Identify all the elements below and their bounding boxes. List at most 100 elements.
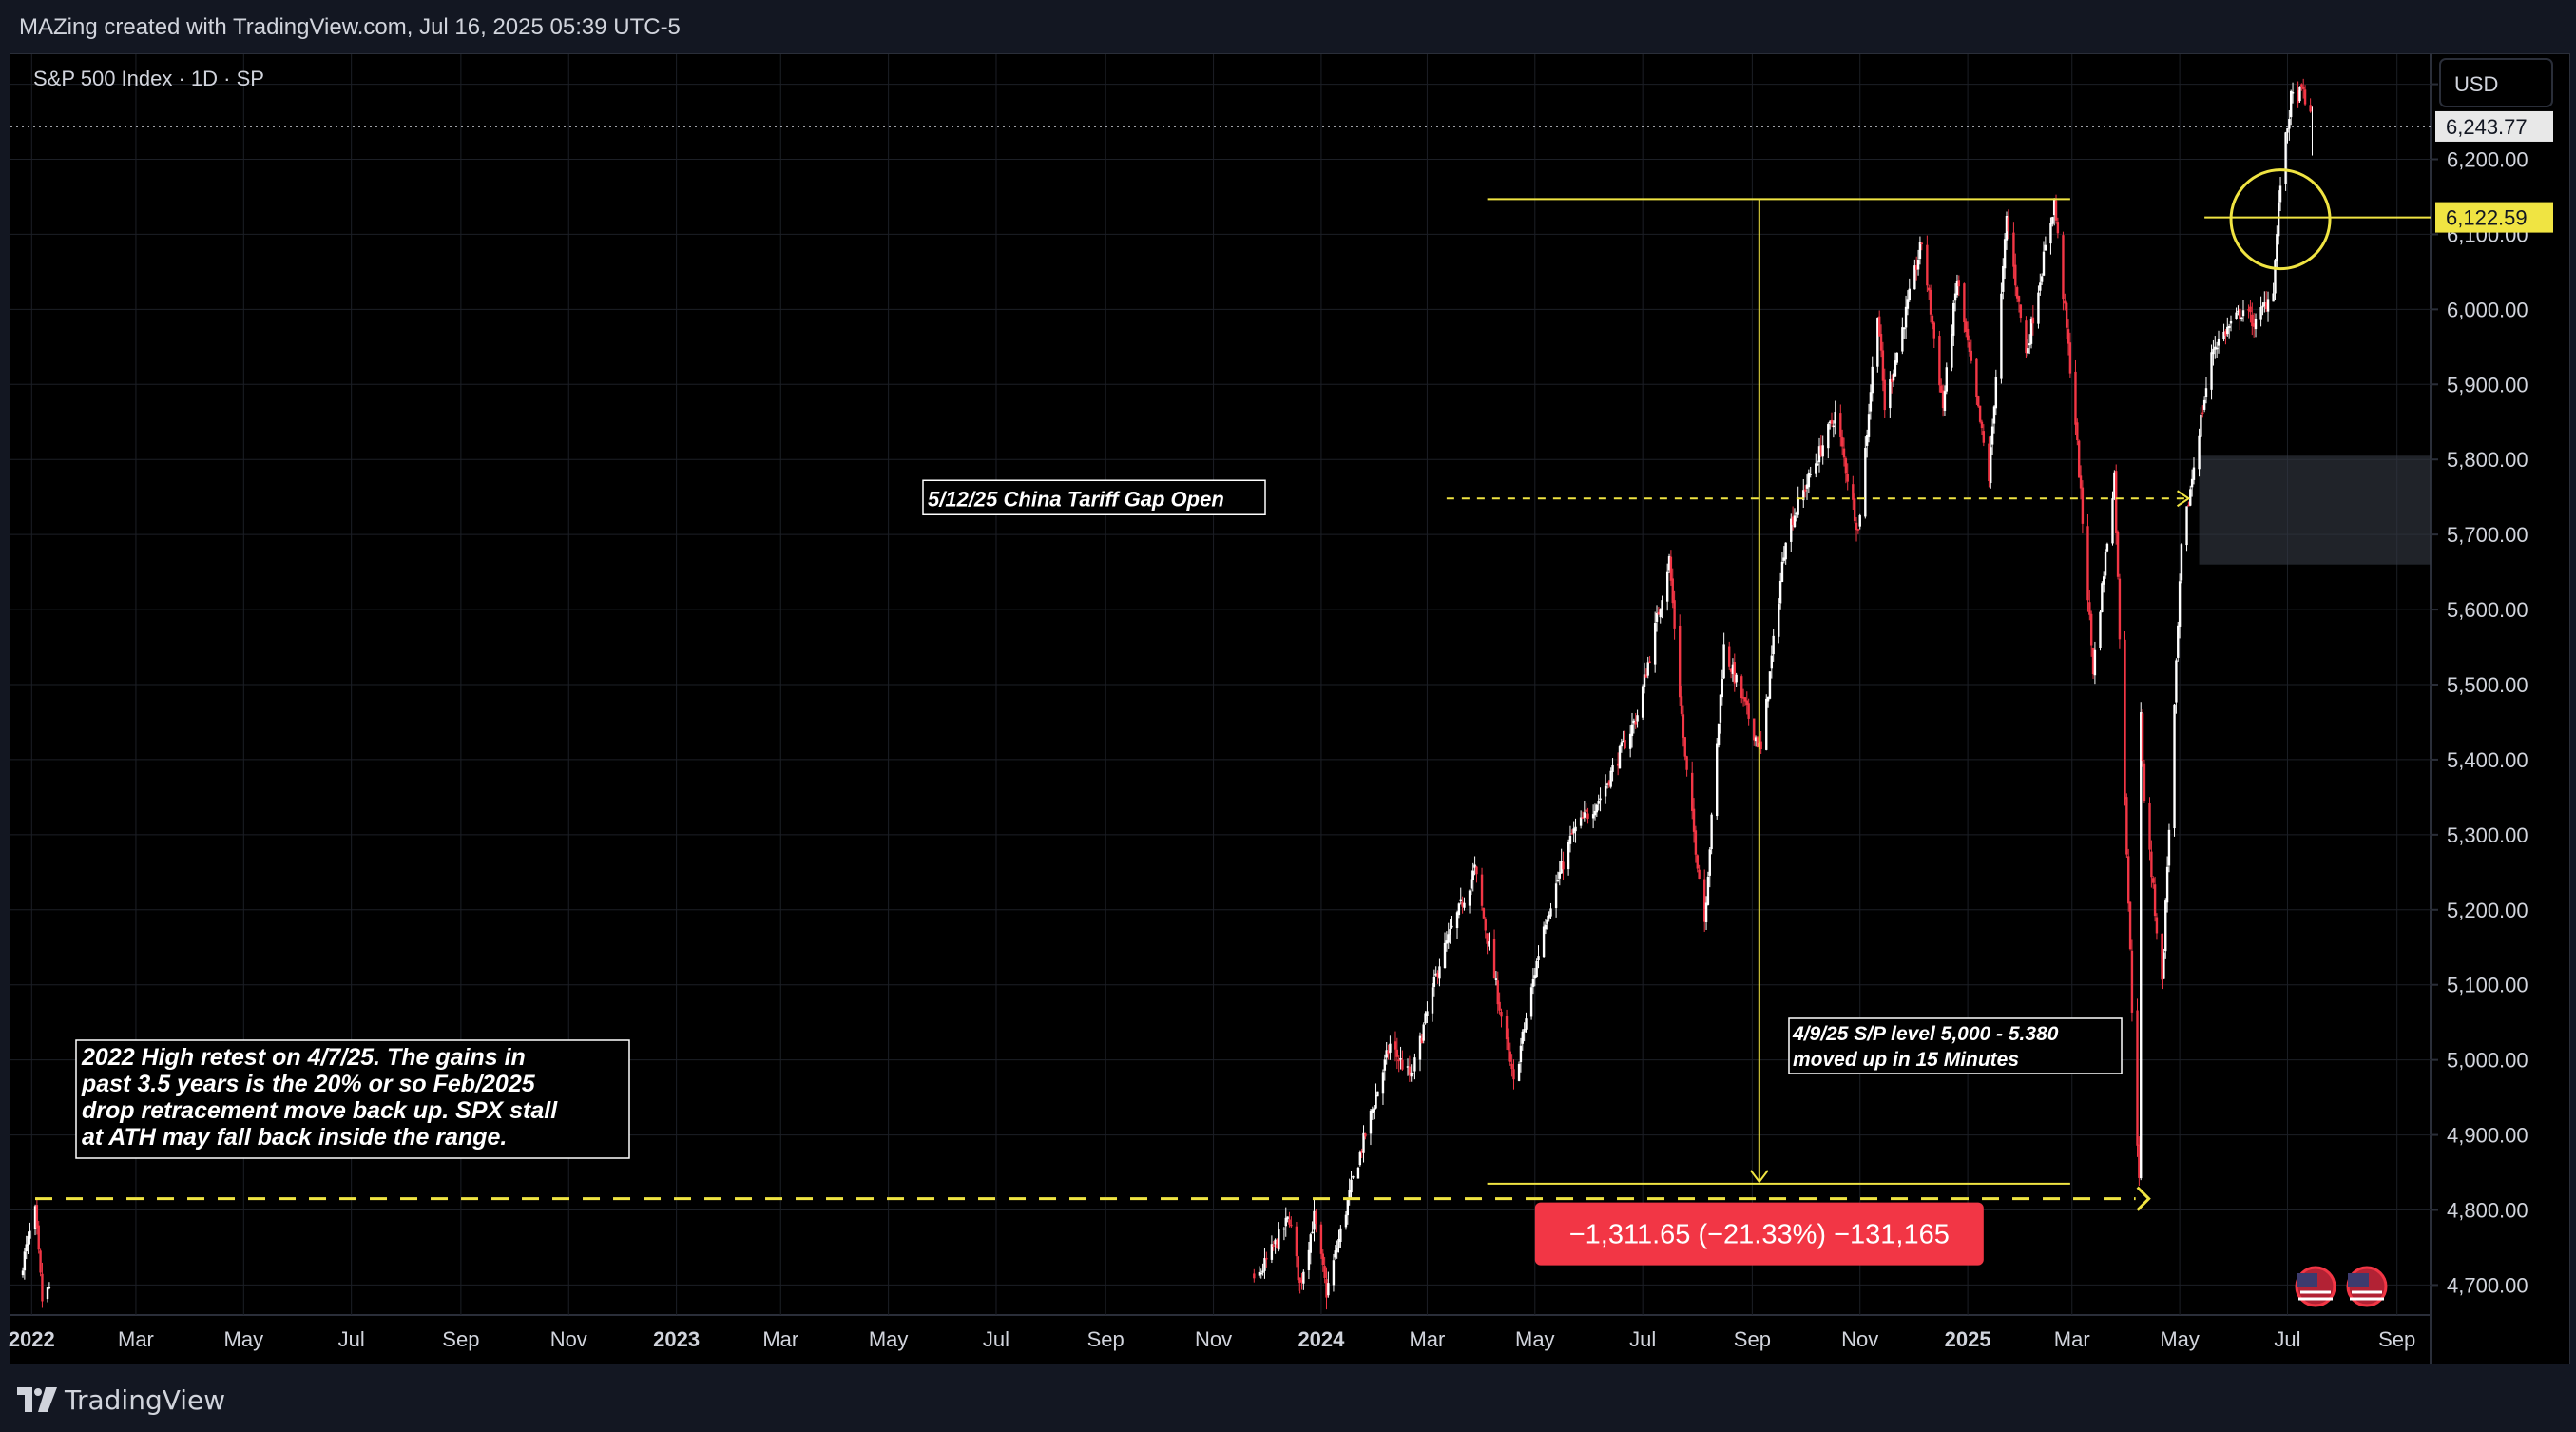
candle <box>1362 1125 1365 1163</box>
candle <box>1325 1267 1328 1310</box>
candle-body <box>1852 484 1855 500</box>
price-tick-label: 6,000.00 <box>2447 298 2528 321</box>
tradingview-logo[interactable]: TradingView <box>17 1383 225 1417</box>
candle-body <box>2056 222 2060 234</box>
candle-body <box>1828 421 1832 424</box>
candle-body <box>2254 319 2258 330</box>
candle <box>2153 876 2157 922</box>
price-tick-label: 5,300.00 <box>2447 823 2528 847</box>
candle-body <box>1459 899 1462 901</box>
candle-body <box>1782 557 1786 561</box>
candle <box>1852 475 1855 511</box>
candle <box>2217 330 2220 354</box>
price-axis[interactable]: 4,700.00 4,800.00 4,900.00 5,000.00 5,100.00… <box>2431 73 2553 1298</box>
candle <box>2240 316 2243 322</box>
candle-body <box>2111 498 2114 544</box>
price-tick-label: 5,800.00 <box>2447 448 2528 472</box>
candle-body <box>2212 348 2215 355</box>
candle-body <box>1839 413 1842 437</box>
candle <box>1671 568 1674 609</box>
candle-body <box>1585 809 1587 812</box>
candle-body <box>1449 929 1451 935</box>
candle <box>1628 725 1632 758</box>
candle-body <box>1653 623 1657 665</box>
candle <box>1261 1263 1264 1276</box>
grid <box>10 54 2431 1315</box>
candle-body <box>2298 86 2301 102</box>
candle-body <box>1395 1049 1399 1057</box>
candle <box>1498 992 1501 1015</box>
candle <box>1970 339 1973 364</box>
candle <box>1754 735 1758 747</box>
candle <box>2064 293 2067 311</box>
candle-body <box>2200 414 2202 437</box>
candle <box>1832 420 1836 438</box>
candle <box>1313 1199 1316 1242</box>
candle-body <box>2288 119 2291 129</box>
candle-body <box>1871 366 1874 394</box>
chart-title: S&P 500 Index · 1D · SP <box>33 67 264 90</box>
candle-body <box>2274 260 2277 294</box>
candle-body <box>1770 655 1774 669</box>
candle-body <box>1385 1050 1388 1058</box>
candle <box>1817 437 1821 473</box>
candle <box>1375 1083 1377 1110</box>
us-flag-icon[interactable] <box>2295 1266 2336 1307</box>
candle <box>29 1222 31 1245</box>
candle <box>2212 339 2215 366</box>
candle-body <box>1844 458 1848 474</box>
candle <box>1908 278 1911 302</box>
candle-body <box>1943 391 1947 411</box>
flag-icons[interactable] <box>2295 1266 2388 1307</box>
candle-body <box>1334 1250 1336 1258</box>
time-tick-label: Sep <box>2378 1327 2415 1351</box>
candle <box>1406 1058 1410 1076</box>
candle-body <box>1471 870 1474 880</box>
plot-area[interactable] <box>10 54 2431 1364</box>
us-flag-icon[interactable] <box>2346 1266 2388 1307</box>
candle-body <box>1772 635 1775 655</box>
currency-label: USD <box>2454 72 2498 96</box>
candle-body <box>1680 696 1683 714</box>
candle <box>1703 869 1706 932</box>
candle <box>1916 249 1920 276</box>
candle <box>1756 735 1759 748</box>
candle <box>1871 356 1874 402</box>
current-price-label: 6,243.77 <box>2446 115 2528 139</box>
retest-note-line: drop retracement move back up. SPX stall <box>82 1097 558 1124</box>
jump-note-line: 4/9/25 S/P level 5,000 - 5.380 <box>1792 1023 2059 1045</box>
candle <box>1980 419 1984 435</box>
candle <box>2163 948 2165 979</box>
currency-button[interactable]: USD <box>2439 58 2553 107</box>
candle-body <box>1790 518 1793 542</box>
candle <box>1655 605 1659 632</box>
time-tick-label: Nov <box>550 1327 587 1351</box>
candle <box>2297 81 2299 108</box>
time-tick-label: Sep <box>1087 1327 1125 1351</box>
candle <box>1593 803 1597 821</box>
time-axis[interactable]: 2022 Mar May Jul Sep Nov 2023 Mar May Jul Sep Nov 20… <box>9 1327 2415 1351</box>
marked-level-badge <box>2435 202 2553 233</box>
candle-body <box>2125 797 2128 855</box>
time-tick-label: Jul <box>1629 1327 1656 1351</box>
candle <box>1710 812 1713 855</box>
candle <box>1339 1225 1342 1248</box>
retest-note-box <box>75 1039 630 1159</box>
candle-body <box>1373 1108 1375 1113</box>
candle <box>1297 1256 1299 1291</box>
candle-body <box>2224 330 2227 336</box>
candle-body <box>1731 664 1735 674</box>
candle-body <box>1920 242 1923 244</box>
candle <box>1643 662 1646 694</box>
candle <box>1803 485 1807 498</box>
candle-body <box>2178 581 2182 627</box>
candle <box>1722 632 1725 680</box>
time-tick-label: May <box>1515 1327 1555 1351</box>
candle-body <box>1560 861 1563 874</box>
candle-body <box>2301 87 2305 89</box>
candle-body <box>1300 1280 1303 1282</box>
candle <box>2081 480 2085 534</box>
candle-body <box>2074 371 2077 425</box>
candle <box>2259 296 2262 327</box>
